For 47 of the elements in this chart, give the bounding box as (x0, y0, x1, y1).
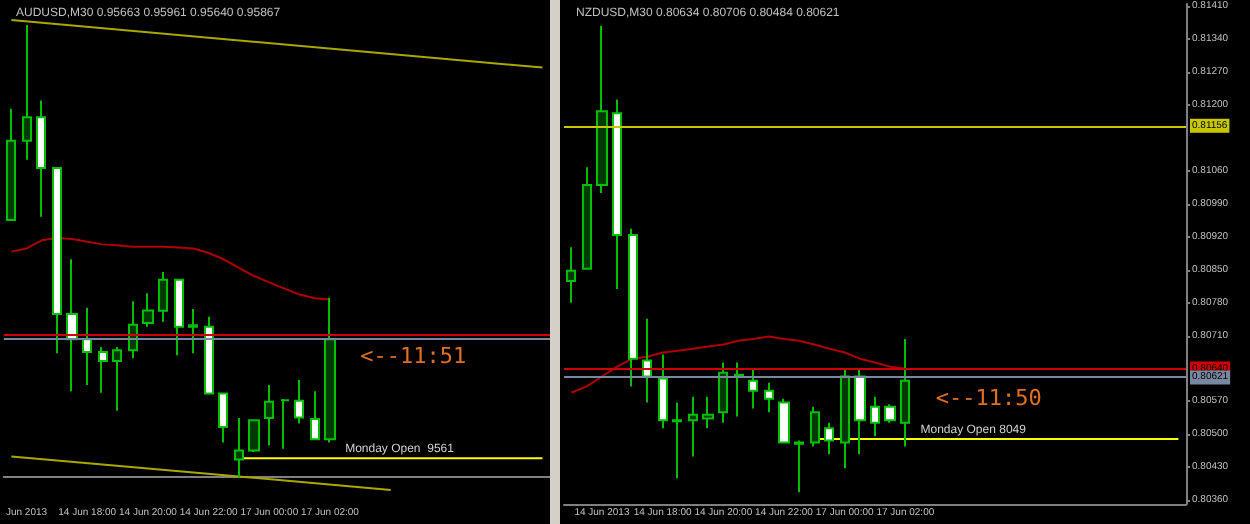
candlestick (142, 292, 154, 328)
candlestick (824, 421, 834, 456)
candlestick (204, 315, 214, 396)
candlestick (596, 24, 608, 195)
candlestick (112, 346, 122, 412)
candlestick (870, 395, 880, 438)
candlestick (734, 361, 744, 418)
candlestick (82, 306, 92, 386)
candlestick (218, 392, 228, 444)
candlestick (66, 258, 78, 393)
candlestick (688, 395, 698, 458)
candlestick (174, 278, 184, 357)
candlestick (702, 395, 714, 430)
candlestick (840, 367, 850, 470)
candlestick (854, 367, 866, 456)
candlestick (188, 308, 198, 355)
line-series (570, 335, 907, 394)
candlestick (884, 403, 896, 424)
candlestick (234, 417, 244, 479)
candlestick (718, 361, 728, 424)
candlestick (582, 166, 592, 270)
candlestick (36, 99, 46, 218)
candlestick (794, 439, 804, 494)
candlestick (98, 346, 108, 394)
candlestick (310, 390, 320, 441)
candlestick (628, 227, 638, 388)
candlestick (810, 405, 820, 448)
candlestick (6, 107, 16, 221)
candlestick (324, 296, 336, 444)
candlestick (294, 379, 304, 425)
candlestick (900, 337, 910, 448)
candlestick (748, 367, 758, 410)
candlestick (158, 270, 168, 323)
candlestick (248, 419, 260, 453)
candlestick (280, 398, 290, 450)
annotation: <--11:51 (360, 343, 467, 370)
candlestick (566, 246, 576, 304)
annotation: <--11:50 (935, 384, 1042, 411)
candlestick (778, 397, 790, 444)
candlestick (52, 166, 62, 355)
candlestick (672, 401, 682, 480)
candlestick (264, 384, 274, 447)
candlestick (612, 98, 622, 291)
candlestick (764, 381, 774, 414)
candlestick (658, 353, 668, 430)
candlestick (22, 24, 32, 161)
candlestick (642, 317, 652, 404)
